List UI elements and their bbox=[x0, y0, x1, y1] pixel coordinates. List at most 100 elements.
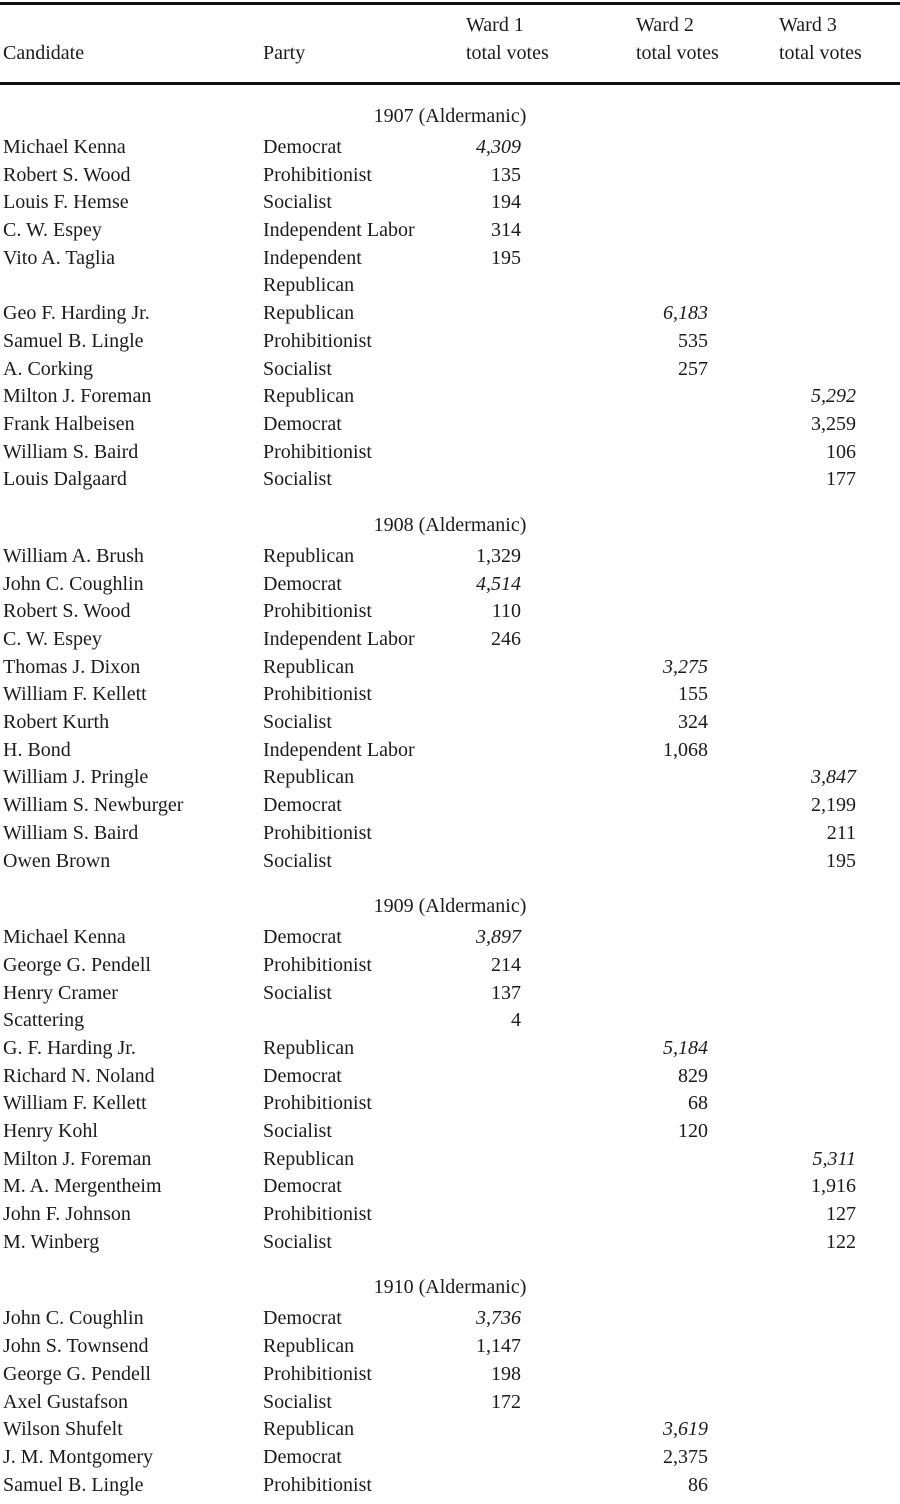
candidate-cell: William S. Baird bbox=[3, 440, 139, 463]
party-cell: Republican bbox=[263, 1147, 355, 1170]
column-header-ward1: Ward 1 total votes bbox=[466, 12, 549, 67]
ward1-votes-cell: 4 bbox=[511, 1009, 521, 1032]
party-cell: Independent Labor bbox=[263, 219, 415, 242]
ward2-votes-cell: 1,068 bbox=[663, 738, 708, 761]
ward1-votes-cell: 3,897 bbox=[476, 926, 521, 949]
table-row: Vito A. Taglia Independent 195 bbox=[0, 245, 900, 273]
ward2-votes-cell: 535 bbox=[678, 329, 708, 352]
table-row: Milton J. Foreman Republican 5,292 bbox=[0, 383, 900, 411]
ward3-label: Ward 3 bbox=[779, 14, 837, 36]
candidate-cell: Thomas J. Dixon bbox=[3, 655, 141, 678]
table-row: Owen Brown Socialist 195 bbox=[0, 848, 900, 876]
candidate-cell: John S. Townsend bbox=[3, 1335, 149, 1358]
candidate-cell: J. M. Montgomery bbox=[3, 1445, 153, 1468]
table-row: H. Bond Independent Labor 1,068 bbox=[0, 737, 900, 765]
table-row: Milton J. Foreman Republican 5,311 bbox=[0, 1146, 900, 1174]
table-row: Scattering 4 bbox=[0, 1007, 900, 1035]
table-row: Robert S. Wood Prohibitionist 110 bbox=[0, 598, 900, 626]
table-row: Frank Halbeisen Democrat 3,259 bbox=[0, 411, 900, 439]
candidate-cell: Axel Gustafson bbox=[3, 1390, 128, 1413]
candidate-cell: A. Corking bbox=[3, 357, 93, 380]
party-cell: Socialist bbox=[263, 981, 332, 1004]
ward1-votes-cell: 246 bbox=[491, 628, 521, 650]
candidate-cell: Henry Kohl bbox=[3, 1120, 98, 1142]
candidate-cell: John C. Coughlin bbox=[3, 1307, 144, 1330]
party-cell: Socialist bbox=[263, 1230, 332, 1253]
table-row: George G. Pendell Prohibitionist 214 bbox=[0, 952, 900, 980]
candidate-cell: Milton J. Foreman bbox=[3, 1147, 152, 1170]
candidate-cell: Michael Kenna bbox=[3, 926, 126, 949]
ward2-label: Ward 2 bbox=[636, 14, 694, 36]
table-row: Wilson Shufelt Republican 3,619 bbox=[0, 1416, 900, 1444]
section-rows: William A. Brush Republican 1,329 John C… bbox=[0, 543, 900, 875]
table-row: William F. Kellett Prohibitionist 68 bbox=[0, 1090, 900, 1118]
party-cell: Republican bbox=[263, 1418, 355, 1441]
section-rows: John C. Coughlin Democrat 3,736 John S. … bbox=[0, 1305, 900, 1499]
section-rows: Michael Kenna Democrat 4,309 Robert S. W… bbox=[0, 134, 900, 494]
party-cell: Prohibitionist bbox=[263, 600, 372, 623]
party-cell: Republican bbox=[263, 1335, 355, 1358]
party-cell: Republican bbox=[263, 544, 355, 567]
ward2-votes-cell: 120 bbox=[678, 1120, 708, 1142]
party-cell: Democrat bbox=[263, 572, 342, 595]
table-row: William A. Brush Republican 1,329 bbox=[0, 543, 900, 571]
party-cell: Prohibitionist bbox=[263, 1362, 372, 1385]
table-row: Robert Kurth Socialist 324 bbox=[0, 709, 900, 737]
table-row: Thomas J. Dixon Republican 3,275 bbox=[0, 654, 900, 682]
candidate-cell: William S. Newburger bbox=[3, 794, 184, 817]
candidate-cell: John F. Johnson bbox=[3, 1203, 131, 1226]
party-cell: Prohibitionist bbox=[263, 1473, 372, 1496]
ward3-votes-cell: 195 bbox=[826, 849, 856, 872]
candidate-cell: Richard N. Noland bbox=[3, 1064, 155, 1087]
table-header: Candidate Party Ward 1 total votes Ward … bbox=[0, 0, 900, 85]
year-section: 1910 (Aldermanic) John C. Coughlin Democ… bbox=[0, 1273, 900, 1499]
table-row: John F. Johnson Prohibitionist 127 bbox=[0, 1201, 900, 1229]
year-section: 1909 (Aldermanic) Michael Kenna Democrat… bbox=[0, 892, 900, 1256]
ward3-votes-cell: 122 bbox=[826, 1230, 856, 1253]
table-row: Axel Gustafson Socialist 172 bbox=[0, 1389, 900, 1417]
column-header-ward2: Ward 2 total votes bbox=[636, 12, 719, 67]
ward3-votes-cell: 1,916 bbox=[811, 1175, 856, 1198]
ward1-votes-cell: 4,514 bbox=[476, 572, 521, 595]
table-body: 1907 (Aldermanic) Michael Kenna Democrat… bbox=[0, 85, 900, 1499]
table-row: William S. Baird Prohibitionist 211 bbox=[0, 820, 900, 848]
ward3-sublabel: total votes bbox=[779, 41, 862, 64]
column-header-party: Party bbox=[263, 42, 306, 64]
column-header-candidate: Candidate bbox=[3, 42, 85, 64]
table-row: M. Winberg Socialist 122 bbox=[0, 1229, 900, 1257]
party-cell: Democrat bbox=[263, 136, 342, 158]
party-cell: Prohibitionist bbox=[263, 1203, 372, 1226]
party-cell: Republican bbox=[263, 385, 355, 408]
party-cell: Democrat bbox=[263, 794, 342, 817]
ward2-votes-cell: 3,275 bbox=[663, 655, 708, 678]
party-cell: Democrat bbox=[263, 1445, 342, 1468]
party-cell: Republican bbox=[263, 766, 355, 789]
table-row: Michael Kenna Democrat 3,897 bbox=[0, 924, 900, 952]
candidate-cell: G. F. Harding Jr. bbox=[3, 1036, 136, 1059]
ward2-votes-cell: 2,375 bbox=[663, 1445, 708, 1468]
table-row: Henry Kohl Socialist 120 bbox=[0, 1118, 900, 1146]
table-row: William J. Pringle Republican 3,847 bbox=[0, 764, 900, 792]
year-section: 1908 (Aldermanic) William A. Brush Repub… bbox=[0, 511, 900, 875]
candidate-cell: William F. Kellett bbox=[3, 1092, 147, 1115]
party-cell: Independent bbox=[263, 246, 362, 269]
party-cell: Prohibitionist bbox=[263, 329, 372, 352]
section-rows: Michael Kenna Democrat 3,897 George G. P… bbox=[0, 924, 900, 1256]
table-row: Geo F. Harding Jr. Republican 6,183 bbox=[0, 300, 900, 328]
party-cell: Prohibitionist bbox=[263, 683, 372, 706]
ward2-votes-cell: 257 bbox=[678, 357, 708, 380]
table-row: Republican bbox=[0, 272, 900, 300]
candidate-cell: Samuel B. Lingle bbox=[3, 329, 144, 352]
party-cell: Socialist bbox=[263, 1120, 332, 1142]
ward3-votes-cell: 106 bbox=[826, 440, 856, 463]
ward3-votes-cell: 5,311 bbox=[812, 1147, 856, 1170]
candidate-cell: William J. Pringle bbox=[3, 766, 149, 789]
candidate-cell: Robert Kurth bbox=[3, 711, 110, 734]
table-row: A. Corking Socialist 257 bbox=[0, 356, 900, 384]
ward2-votes-cell: 155 bbox=[678, 683, 708, 706]
candidate-cell: C. W. Espey bbox=[3, 219, 102, 242]
table-row: C. W. Espey Independent Labor 246 bbox=[0, 626, 900, 654]
party-cell: Republican bbox=[263, 655, 355, 678]
candidate-cell: Frank Halbeisen bbox=[3, 412, 135, 435]
ward3-votes-cell: 127 bbox=[826, 1203, 856, 1226]
